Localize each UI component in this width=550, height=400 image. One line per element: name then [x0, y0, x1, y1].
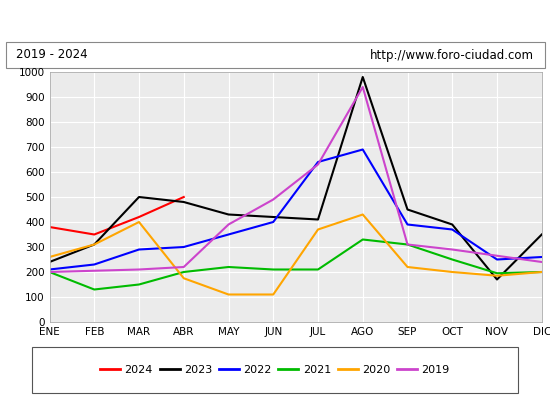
Text: 2019 - 2024: 2019 - 2024 [16, 48, 88, 62]
Text: Evolucion Nº Turistas Extranjeros en el municipio de Béjar: Evolucion Nº Turistas Extranjeros en el … [63, 13, 487, 29]
Text: http://www.foro-ciudad.com: http://www.foro-ciudad.com [370, 48, 534, 62]
Legend: 2024, 2023, 2022, 2021, 2020, 2019: 2024, 2023, 2022, 2021, 2020, 2019 [96, 360, 454, 380]
FancyBboxPatch shape [6, 42, 544, 68]
FancyBboxPatch shape [32, 346, 518, 394]
